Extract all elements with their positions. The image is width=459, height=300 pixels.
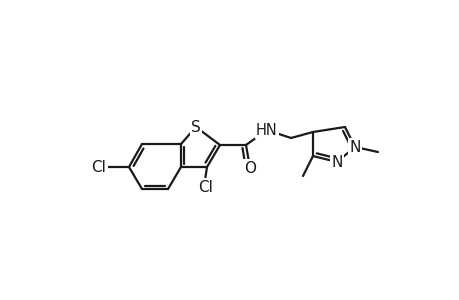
Text: Cl: Cl	[198, 179, 213, 194]
Text: O: O	[243, 160, 256, 175]
Text: N: N	[348, 140, 360, 154]
Text: Cl: Cl	[91, 160, 106, 175]
Text: HN: HN	[256, 122, 277, 137]
Text: S: S	[190, 119, 201, 134]
Text: N: N	[330, 154, 342, 169]
